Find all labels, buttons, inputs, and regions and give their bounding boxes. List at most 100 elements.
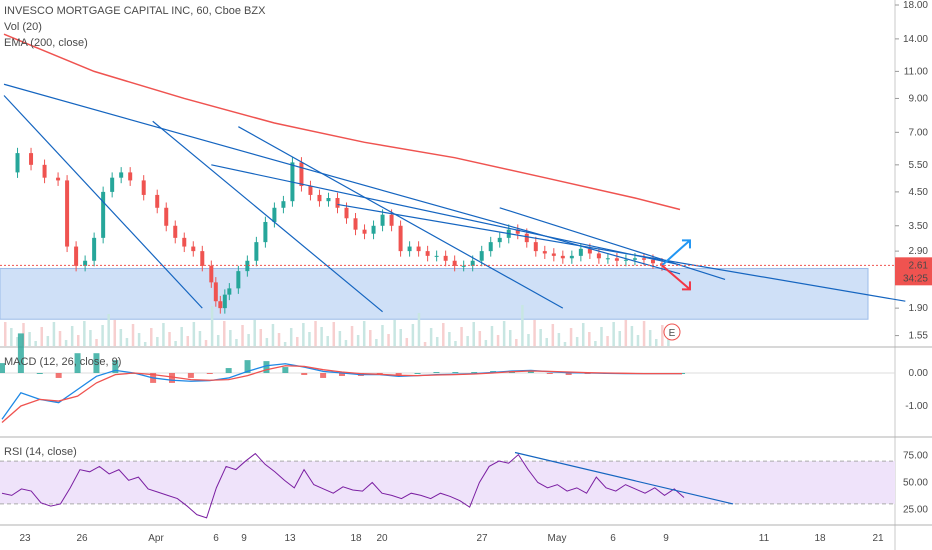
volume-bar bbox=[162, 323, 165, 346]
volume-bar bbox=[551, 324, 555, 346]
volume-bar bbox=[387, 334, 390, 346]
macd-histogram-bar bbox=[263, 361, 270, 373]
y-tick-label: 4.50 bbox=[909, 187, 929, 198]
candle-body bbox=[182, 237, 187, 247]
macd-histogram-bar bbox=[433, 372, 440, 374]
price-badge-timer: 34:25 bbox=[903, 273, 928, 284]
trend-line bbox=[3, 95, 203, 309]
candle-body bbox=[452, 260, 457, 266]
volume-bar bbox=[661, 325, 664, 346]
candle-body bbox=[515, 229, 520, 234]
volume-bar bbox=[131, 324, 135, 346]
macd-label: MACD (12, 26, close, 9) bbox=[4, 356, 122, 368]
candle-body bbox=[443, 255, 448, 261]
y-tick-label: 7.00 bbox=[909, 127, 929, 138]
volume-bar bbox=[362, 321, 366, 346]
candle-body bbox=[380, 214, 385, 226]
volume-bar bbox=[381, 325, 384, 346]
volume-bar bbox=[137, 333, 141, 346]
y-tick-label: 1.55 bbox=[909, 331, 929, 342]
macd-y-tick-label: -1.00 bbox=[905, 401, 928, 412]
trend-line bbox=[211, 164, 681, 266]
macd-histogram-bar bbox=[301, 373, 308, 375]
candle-body bbox=[650, 259, 655, 264]
volume-bar bbox=[241, 325, 244, 346]
volume-bar bbox=[521, 305, 524, 346]
volume-bar bbox=[393, 320, 396, 346]
volume-bar bbox=[52, 322, 56, 346]
volume-bar bbox=[344, 340, 348, 346]
macd-histogram-bar bbox=[225, 368, 232, 373]
candle-body bbox=[632, 258, 637, 260]
x-tick-label: 6 bbox=[610, 533, 616, 544]
volume-bar bbox=[34, 341, 37, 346]
volume-bar bbox=[107, 314, 110, 346]
volume-bar bbox=[648, 330, 652, 346]
macd-histogram-bar bbox=[339, 373, 345, 376]
rsi-trend-line bbox=[514, 451, 734, 505]
volume-bar bbox=[64, 340, 68, 346]
volume-bar bbox=[411, 324, 415, 346]
macd-histogram-bar bbox=[320, 373, 327, 378]
volume-bar bbox=[186, 336, 190, 346]
volume-label: Vol (20) bbox=[4, 21, 42, 33]
rsi-y-tick-label: 75.00 bbox=[903, 451, 928, 462]
volume-bar bbox=[223, 321, 226, 346]
candle-body bbox=[587, 248, 592, 254]
candle-body bbox=[335, 198, 340, 208]
macd-histogram-bar bbox=[452, 372, 459, 374]
volume-bar bbox=[235, 339, 238, 346]
volume-bar bbox=[289, 328, 293, 346]
x-tick-label: 27 bbox=[476, 533, 488, 544]
trend-line bbox=[337, 203, 906, 302]
macd-histogram-bar bbox=[93, 353, 100, 373]
volume-bar bbox=[624, 320, 628, 346]
candle-body bbox=[299, 162, 304, 187]
macd-histogram-bar bbox=[55, 373, 62, 378]
volume-bar bbox=[4, 322, 7, 346]
x-tick-label: 18 bbox=[350, 533, 362, 544]
x-tick-label: 9 bbox=[241, 533, 247, 544]
volume-bar bbox=[168, 332, 171, 346]
volume-bar bbox=[581, 323, 585, 346]
candle-body bbox=[596, 253, 601, 259]
volume-bar bbox=[326, 336, 329, 346]
volume-bar bbox=[143, 342, 147, 346]
candle-body bbox=[213, 282, 218, 302]
candle-body bbox=[29, 153, 34, 165]
macd-histogram-bar bbox=[565, 373, 572, 375]
x-tick-label: May bbox=[548, 533, 567, 544]
volume-bar bbox=[417, 313, 421, 346]
volume-bar bbox=[229, 330, 232, 346]
macd-histogram-bar bbox=[527, 371, 534, 373]
volume-bar bbox=[95, 339, 98, 346]
candle-body bbox=[56, 177, 61, 181]
candle-body bbox=[141, 180, 146, 195]
candle-body bbox=[110, 177, 115, 192]
volume-bar bbox=[636, 335, 640, 346]
candle-body bbox=[245, 260, 250, 272]
volume-bar bbox=[435, 337, 439, 346]
rsi-label: RSI (14, close) bbox=[4, 446, 77, 458]
x-tick-label: 11 bbox=[759, 533, 770, 544]
volume-bar bbox=[472, 322, 475, 346]
candle-body bbox=[353, 218, 358, 230]
candle-body bbox=[74, 246, 79, 266]
candle-body bbox=[191, 246, 196, 252]
ema-200-line bbox=[3, 33, 681, 211]
x-tick-label: 21 bbox=[872, 533, 884, 544]
volume-bar bbox=[600, 327, 603, 346]
y-tick-label: 3.50 bbox=[909, 221, 929, 232]
volume-bar bbox=[478, 331, 482, 346]
candle-body bbox=[308, 186, 313, 195]
candle-body bbox=[222, 294, 227, 309]
trend-line bbox=[499, 207, 726, 281]
volume-bar bbox=[156, 337, 159, 346]
x-tick-label: 26 bbox=[76, 533, 88, 544]
candle-body bbox=[218, 301, 223, 309]
candle-body bbox=[236, 271, 241, 289]
trend-line bbox=[238, 126, 564, 309]
macd-histogram-bar bbox=[376, 373, 383, 374]
volume-bar bbox=[630, 326, 634, 346]
